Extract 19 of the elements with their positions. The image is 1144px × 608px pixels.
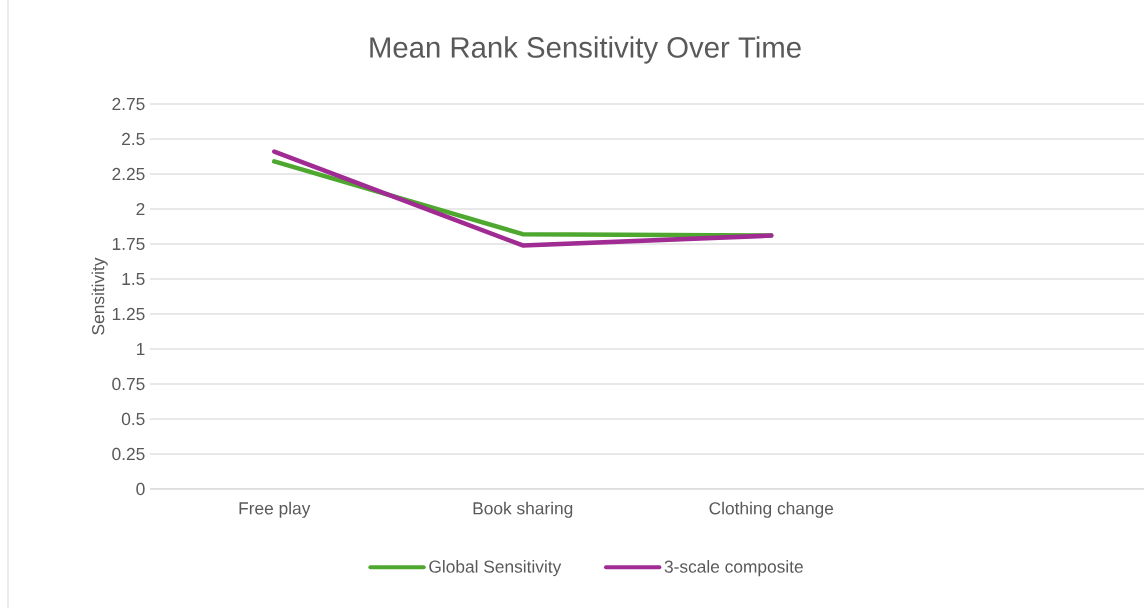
y-tick-label: 0 <box>136 482 145 496</box>
legend-label: Global Sensitivity <box>429 560 562 577</box>
y-tick-label: 0.25 <box>112 447 145 461</box>
y-tick-label: 1.5 <box>122 272 145 286</box>
x-tick-label: Book sharing <box>473 501 573 518</box>
y-tick-label: 2.75 <box>112 97 145 111</box>
legend-label: 3-scale composite <box>664 560 803 577</box>
y-tick-label: 1 <box>136 343 145 355</box>
y-tick-label: 1.75 <box>112 237 145 251</box>
x-tick-label: Clothing change <box>709 501 834 518</box>
y-tick-label: 1.25 <box>112 307 145 321</box>
y-tick-label: 2.25 <box>112 167 145 181</box>
y-tick-label: 2.5 <box>122 132 145 146</box>
y-tick-label: 2 <box>136 202 145 216</box>
y-tick-label: 0.75 <box>112 377 145 391</box>
chart-title: Mean Rank Sensitivity Over Time <box>370 36 801 64</box>
y-axis-title: Sensitivity <box>91 257 108 335</box>
x-tick-label: Free play <box>239 501 311 518</box>
y-tick-label: 0.5 <box>121 412 145 426</box>
